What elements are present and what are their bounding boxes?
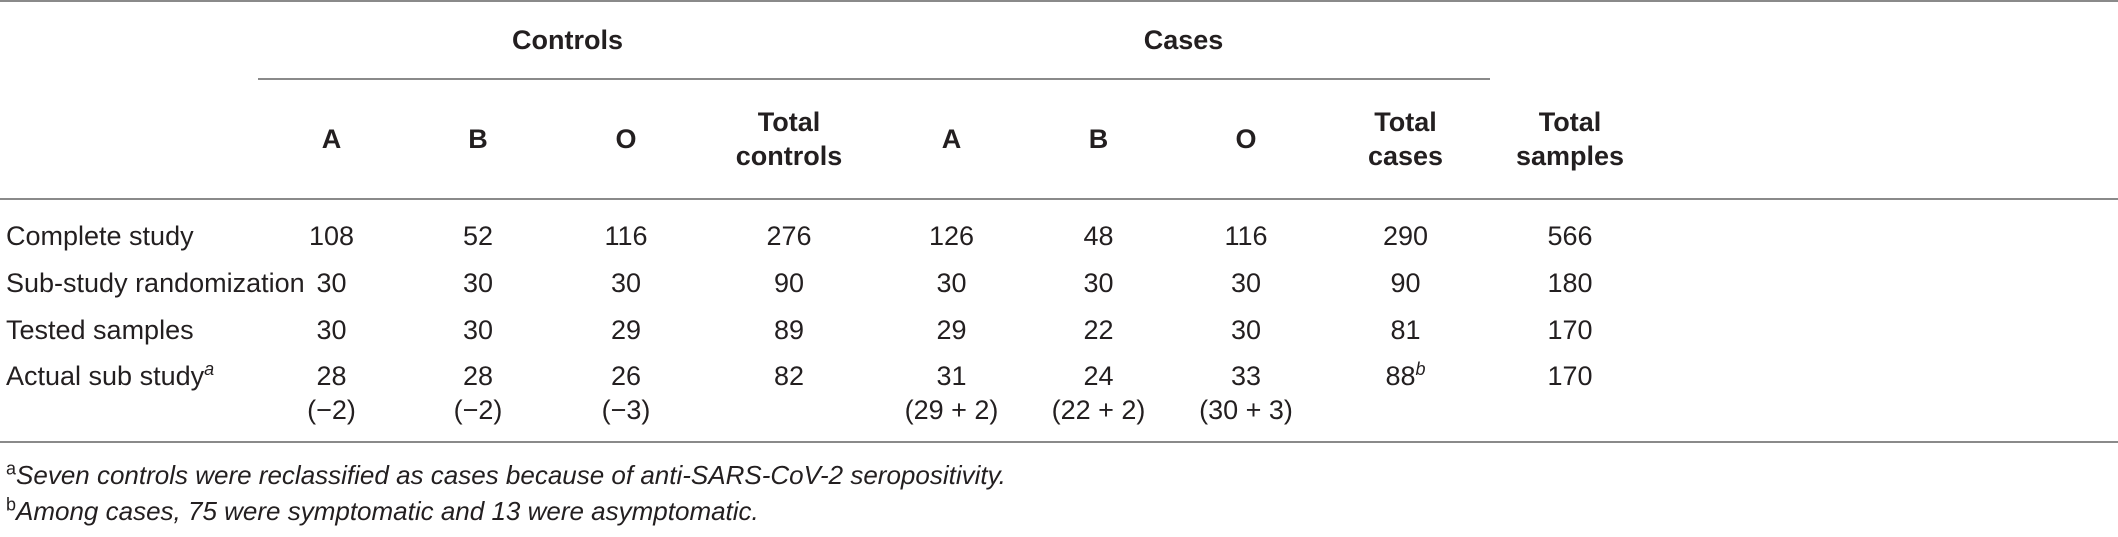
total-samples-line2: samples [1515,140,1625,171]
corner-cell [0,1,258,79]
cell-subvalue: (29 + 2) [904,395,999,425]
column-header-cases-o: O [1235,124,1257,154]
cell-controls-a: 108 [308,220,355,251]
cell-controls-b: 52 [462,220,494,251]
column-header-cases-a: A [941,124,962,154]
footnote-text: Seven controls were reclassified as case… [16,460,1006,490]
total-controls-line2: controls [735,141,843,171]
cell-subvalue: (22 + 2) [1051,395,1146,425]
total-controls-line1: Total [757,107,821,137]
cell-subvalue: (30 + 3) [1199,395,1293,425]
filler-cell [1650,259,2118,306]
cell-subvalue: (−2) [453,395,503,425]
cell-controls-o: 29 [610,314,642,345]
cell-controls-o: 30 [610,267,642,298]
footnote-ref-b: b [1415,359,1426,379]
cell-controls-a: 30 [316,267,347,298]
cell-value: 28 [462,361,494,391]
cell-cases-b: 24 (22 + 2) [1026,353,1171,442]
group-header-controls: Controls [258,1,877,80]
row-label: Actual sub studya [0,353,258,442]
footnote-a: aSeven controls were reclassified as cas… [6,457,1006,493]
table-row: Actual sub studya 28 (−2) 28 (−2) 26 (−3… [0,353,2118,442]
filler-cell [1650,199,2118,259]
cell-value-wrap: 88b [1321,359,1490,393]
cell-value: 26 [610,361,642,391]
cell-cases-b: 48 [1083,220,1114,251]
cell-cases-a: 31 (29 + 2) [877,353,1026,442]
cell-value: 24 [1083,361,1114,391]
cell-total-controls: 89 [773,314,805,345]
column-header-label [0,79,258,199]
cell-total-cases: 290 [1382,220,1429,251]
cell-value: 33 [1230,361,1262,391]
total-cases-line1: Total [1374,107,1437,137]
column-header-total-cases: Total cases [1321,79,1490,199]
column-header-controls-b: B [468,124,488,154]
cell-total-cases: 90 [1390,267,1421,298]
footnote-mark: a [6,458,17,479]
column-header-total-controls: Total controls [701,79,877,199]
row-label: Complete study [6,220,194,251]
cell-total-samples: 170 [1547,314,1593,345]
row-label: Sub-study randomization [6,267,305,298]
cell-total-controls: 276 [766,220,812,251]
cell-value: 170 [1547,361,1593,391]
column-header-controls-o: O [615,124,637,154]
cell-controls-o: 26 (−3) [551,353,701,442]
cell-controls-a: 30 [316,314,347,345]
footnote-text: Among cases, 75 were symptomatic and 13 … [16,496,759,526]
cell-subvalue: (−2) [307,395,356,425]
total-cases-line2: cases [1367,141,1444,171]
data-table-container: Controls Cases A B O Total controls A B … [0,1,2118,442]
column-header-total-samples: Total samples [1490,79,1650,199]
cell-value: 28 [316,361,347,391]
cell-value: 82 [773,361,805,391]
total-samples-line1: Total [1538,106,1602,137]
cell-cases-o: 30 [1230,267,1262,298]
footnote-b: bAmong cases, 75 were symptomatic and 13… [6,493,1006,529]
filler-cell [1650,306,2118,353]
cell-total-controls: 90 [773,267,805,298]
filler-cell [1650,1,2118,79]
group-header-cases: Cases [877,1,1491,80]
table-footnotes: aSeven controls were reclassified as cas… [6,457,1006,529]
cell-total-samples: 180 [1547,267,1593,298]
cell-total-samples: 566 [1547,220,1593,251]
cell-cases-a: 126 [928,220,975,251]
footnote-mark: b [6,494,17,515]
filler-cell [1650,353,2118,442]
column-header-cases-b: B [1088,124,1109,154]
cell-total-samples: 170 [1490,353,1650,442]
cell-controls-o: 116 [604,220,648,251]
column-header-controls-a: A [321,124,342,154]
cell-subvalue: (−3) [601,395,651,425]
table-row: Tested samples 30 30 29 89 29 22 30 81 1… [0,306,2118,353]
cell-value: 88 [1385,361,1416,391]
cell-cases-o: 33 (30 + 3) [1171,353,1321,442]
cell-controls-b: 28 (−2) [405,353,551,442]
cell-cases-o: 30 [1230,314,1262,345]
cell-controls-a: 28 (−2) [258,353,405,442]
cell-total-cases: 81 [1390,314,1421,345]
table-row: Complete study 108 52 116 276 126 48 116… [0,199,2118,259]
footnote-ref-a: a [204,359,215,379]
study-samples-table: Controls Cases A B O Total controls A B … [0,1,2118,442]
cell-value: 31 [936,361,967,391]
cell-cases-a: 30 [936,267,967,298]
filler-header [1650,79,2118,199]
cell-cases-a: 29 [936,314,967,345]
row-label-text: Actual sub study [6,361,205,391]
cell-total-cases: 88b [1321,353,1490,442]
cell-cases-o: 116 [1224,220,1268,251]
cell-cases-b: 30 [1083,267,1114,298]
group-header-spacer [1490,1,1650,79]
cell-cases-b: 22 [1083,314,1114,345]
row-label: Tested samples [6,314,194,345]
cell-total-controls: 82 [701,353,877,442]
table-row: Sub-study randomization 30 30 30 90 30 3… [0,259,2118,306]
cell-controls-b: 30 [462,314,494,345]
cell-controls-b: 30 [462,267,494,298]
